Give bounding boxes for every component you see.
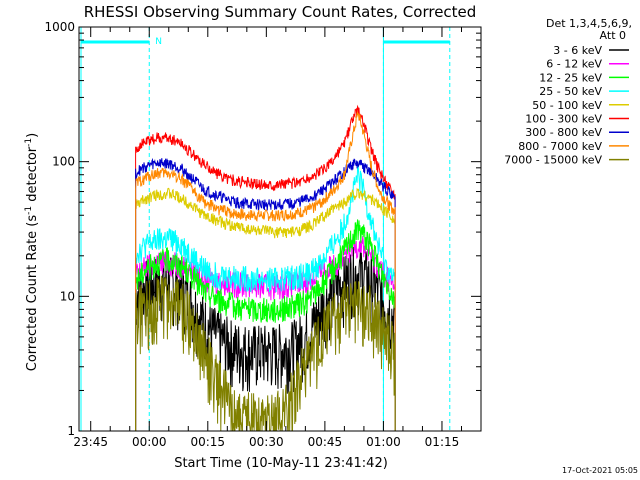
legend-label-1: 6 - 12 keV [546,58,602,71]
y-tick-label: 1 [67,424,75,438]
series-line-5 [135,104,396,431]
night-marker-label: N [155,37,162,47]
y-axis-label: Corrected Count Rate (s-1 detector-1) [24,133,40,371]
axes: 1 10 100 1000 23:45 00:00 00:15 00:30 00:45 01:00… [44,20,482,449]
x-tick-label: 00:30 [249,435,284,449]
x-tick-label: 01:15 [425,435,460,449]
y-tick-label: 10 [60,289,75,303]
legend-header-line2: Att 0 [600,29,626,42]
series-line-4 [135,187,396,431]
legend-label-3: 25 - 50 keV [539,85,602,98]
y-tick-label: 1000 [44,20,75,34]
series-line-3 [135,163,396,431]
plot-area: N [80,27,451,431]
x-tick-label: 00:00 [132,435,167,449]
x-tick-label: 23:45 [73,435,108,449]
series-layer [135,104,396,432]
series-line-7 [135,110,396,431]
y-axis-label-exp2: -1 [24,138,34,147]
y-axis-label-end: ) [25,133,40,138]
legend-header-line1: Det 1,3,4,5,6,9, [546,17,632,30]
legend-label-5: 100 - 300 keV [525,113,602,126]
legend-label-4: 50 - 100 keV [532,99,602,112]
x-tick-label: 01:00 [366,435,401,449]
y-axis-label-mid: detector [25,146,40,206]
x-tick-label: 00:45 [308,435,343,449]
y-axis-label-main: Corrected Count Rate (s [25,215,40,372]
legend-label-0: 3 - 6 keV [553,44,602,57]
footer-timestamp: 17-Oct-2021 05:05 [562,466,638,475]
legend-label-6: 300 - 800 keV [525,126,602,139]
legend-label-8: 7000 - 15000 keV [504,154,602,167]
x-axis-label: Start Time (10-May-11 23:41:42) [174,456,388,471]
series-line-2 [135,219,396,431]
chart-title: RHESSI Observing Summary Count Rates, Co… [84,3,477,21]
y-tick-label: 100 [52,155,75,169]
plot-frame [78,26,482,432]
series-line-6 [135,157,396,431]
x-tick-label: 00:15 [190,435,225,449]
legend-label-7: 800 - 7000 keV [518,140,602,153]
y-axis-label-exp1: -1 [24,206,34,215]
legend-label-2: 12 - 25 keV [539,71,602,84]
